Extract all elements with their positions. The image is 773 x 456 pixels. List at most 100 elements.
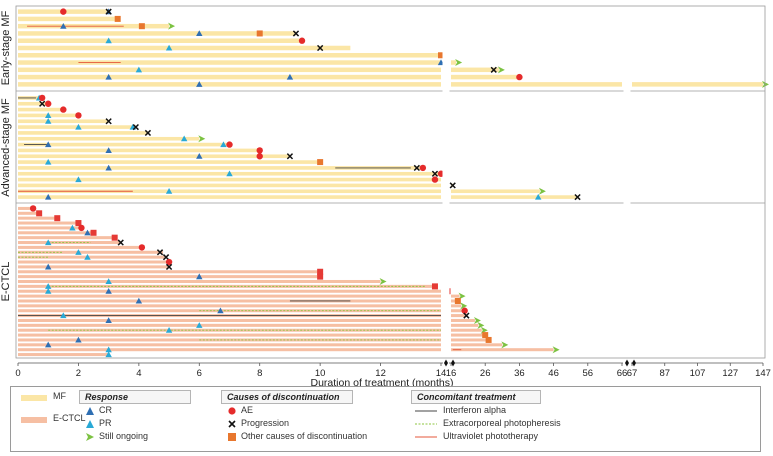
progression-marker — [165, 263, 173, 271]
pr-marker — [45, 239, 52, 246]
progression-marker — [144, 129, 152, 137]
axis-break-marker — [632, 359, 636, 367]
x-tick-label: 127 — [722, 368, 738, 379]
patient-bar — [451, 82, 622, 87]
axis-break-gap — [623, 6, 631, 358]
pr-marker — [105, 278, 112, 285]
legend-mf-swatch — [21, 395, 47, 401]
patient-bar — [451, 338, 489, 342]
x-axis-title: Duration of treatment (months) — [311, 377, 454, 386]
patient-bar — [18, 216, 58, 220]
cr-marker — [135, 297, 143, 304]
x-tick-label: 0 — [15, 368, 20, 379]
cr-marker — [105, 317, 112, 324]
patient-bar — [451, 74, 520, 80]
patient-bar — [18, 154, 290, 159]
ongoing-marker — [497, 66, 505, 74]
other-discontinuation-marker — [36, 210, 43, 217]
x-tick-label: 16 — [446, 368, 457, 379]
patient-bar — [18, 177, 441, 182]
x-tick-label: 4 — [136, 368, 141, 379]
patient-bar — [18, 60, 441, 65]
ae-marker — [256, 147, 263, 154]
progression-marker — [156, 249, 164, 256]
x-tick-label: 36 — [514, 368, 525, 379]
patient-bar — [451, 333, 486, 337]
patient-bar — [18, 294, 441, 298]
x-tick-label: 12 — [375, 368, 386, 379]
patient-bar — [18, 250, 164, 254]
legend-progression-icon — [228, 420, 236, 428]
patient-bar — [18, 309, 441, 313]
x-tick-label: 14 — [436, 368, 447, 379]
patient-bar — [18, 323, 441, 327]
patient-bar — [18, 236, 115, 240]
patient-bar — [18, 289, 441, 293]
ongoing-marker — [198, 135, 206, 143]
ongoing-marker — [458, 292, 466, 300]
patient-bar — [18, 231, 94, 235]
patient-bar — [18, 265, 170, 269]
cr-marker — [196, 273, 203, 280]
patient-bar — [18, 31, 296, 36]
patient-bar — [451, 318, 475, 322]
x-tick-label: 2 — [76, 368, 81, 379]
x-tick-label: 26 — [480, 368, 491, 379]
patient-bar — [18, 304, 441, 308]
legend: MF E-CTCL Response CR PR Still ongoing C… — [10, 386, 761, 452]
progression-marker — [105, 8, 112, 15]
legend-cr-icon — [86, 407, 94, 415]
legend-uv-line — [415, 436, 437, 438]
x-tick-label: 107 — [690, 368, 706, 379]
group-label: Advanced-stage MF — [0, 98, 12, 197]
cr-marker — [105, 164, 112, 171]
plot-frame — [15, 5, 766, 359]
patient-bar — [18, 16, 118, 22]
patient-bar — [451, 294, 460, 298]
patient-bar — [18, 275, 321, 279]
patient-bar — [451, 309, 465, 313]
patient-bar — [451, 189, 540, 194]
ongoing-marker — [168, 22, 176, 30]
legend-discontinuation-title: Causes of discontinuation — [221, 390, 353, 404]
patient-bar — [18, 245, 142, 249]
ongoing-marker — [480, 326, 488, 334]
legend-concomitant-title: Concomitant treatment — [411, 390, 541, 404]
patient-bar — [451, 348, 554, 352]
patient-bar — [451, 328, 482, 332]
patient-bar — [18, 131, 148, 135]
legend-cr-label: CR — [99, 405, 112, 415]
patient-bar — [18, 119, 109, 124]
other-discontinuation-marker — [256, 30, 263, 37]
legend-uv-label: Ultraviolet phototherapy — [443, 431, 539, 441]
pr-marker — [135, 66, 143, 73]
ongoing-marker — [460, 302, 468, 310]
ongoing-marker — [455, 59, 463, 67]
patient-bar — [18, 166, 423, 170]
patient-bar — [18, 255, 167, 259]
cr-marker — [196, 153, 203, 159]
ongoing-marker — [473, 316, 481, 324]
ongoing-marker — [477, 321, 485, 329]
ae-marker — [256, 153, 263, 160]
legend-progression-label: Progression — [241, 418, 290, 428]
x-tick-label: 67 — [627, 368, 638, 379]
cr-marker — [60, 22, 67, 29]
legend-pr-icon — [86, 420, 94, 428]
legend-ecp-label: Extracorporeal photopheresis — [443, 418, 561, 428]
patient-bar — [451, 67, 499, 73]
legend-ectcl-swatch — [21, 417, 47, 423]
pr-marker — [69, 224, 76, 231]
pr-marker — [180, 135, 188, 142]
x-tick-label: 147 — [755, 368, 771, 379]
patient-bar — [18, 353, 109, 357]
patient-bar — [18, 328, 441, 332]
legend-ongoing-icon — [86, 433, 94, 441]
other-discontinuation-marker — [317, 273, 324, 280]
legend-other-icon — [228, 433, 236, 441]
ae-marker — [419, 164, 427, 172]
patient-bar — [632, 82, 763, 87]
ae-marker — [516, 73, 523, 81]
patient-bar — [451, 323, 479, 327]
patient-bar — [18, 148, 260, 153]
